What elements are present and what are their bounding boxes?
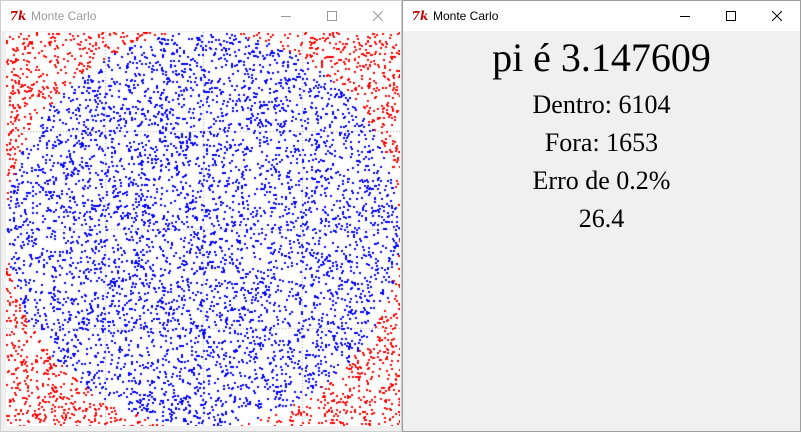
minimize-icon	[281, 16, 291, 17]
minimize-button[interactable]	[263, 1, 309, 31]
title-bar[interactable]: 7k Monte Carlo	[403, 1, 800, 31]
minimize-icon	[680, 16, 690, 17]
window-title: Monte Carlo	[433, 9, 499, 23]
minimize-button[interactable]	[662, 1, 708, 31]
plot-window: 7k Monte Carlo	[0, 0, 402, 432]
window-controls	[662, 1, 800, 31]
maximize-button[interactable]	[708, 1, 754, 31]
close-button[interactable]	[754, 1, 800, 31]
maximize-icon	[327, 11, 337, 21]
elapsed-value-label: 26.4	[578, 204, 625, 233]
inside-count-label: Dentro: 6104	[532, 90, 671, 119]
close-icon	[373, 11, 383, 21]
tk-feather-icon: 7k	[411, 9, 429, 23]
window-controls	[263, 1, 401, 31]
title-bar[interactable]: 7k Monte Carlo	[1, 1, 401, 31]
maximize-icon	[726, 11, 736, 21]
close-icon	[772, 11, 782, 21]
close-button[interactable]	[355, 1, 401, 31]
tk-feather-icon: 7k	[9, 9, 27, 23]
pi-estimate-label: pi é 3.147609	[492, 35, 711, 80]
outside-count-label: Fora: 1653	[544, 128, 659, 157]
maximize-button[interactable]	[309, 1, 355, 31]
error-label: Erro de 0.2%	[532, 166, 671, 195]
results-window: 7k Monte Carlo pi é 3.147609 Dentro: 610…	[402, 0, 801, 432]
window-title: Monte Carlo	[31, 9, 97, 23]
monte-carlo-canvas[interactable]	[6, 32, 400, 426]
results-panel: pi é 3.147609 Dentro: 6104 Fora: 1653 Er…	[403, 32, 800, 431]
